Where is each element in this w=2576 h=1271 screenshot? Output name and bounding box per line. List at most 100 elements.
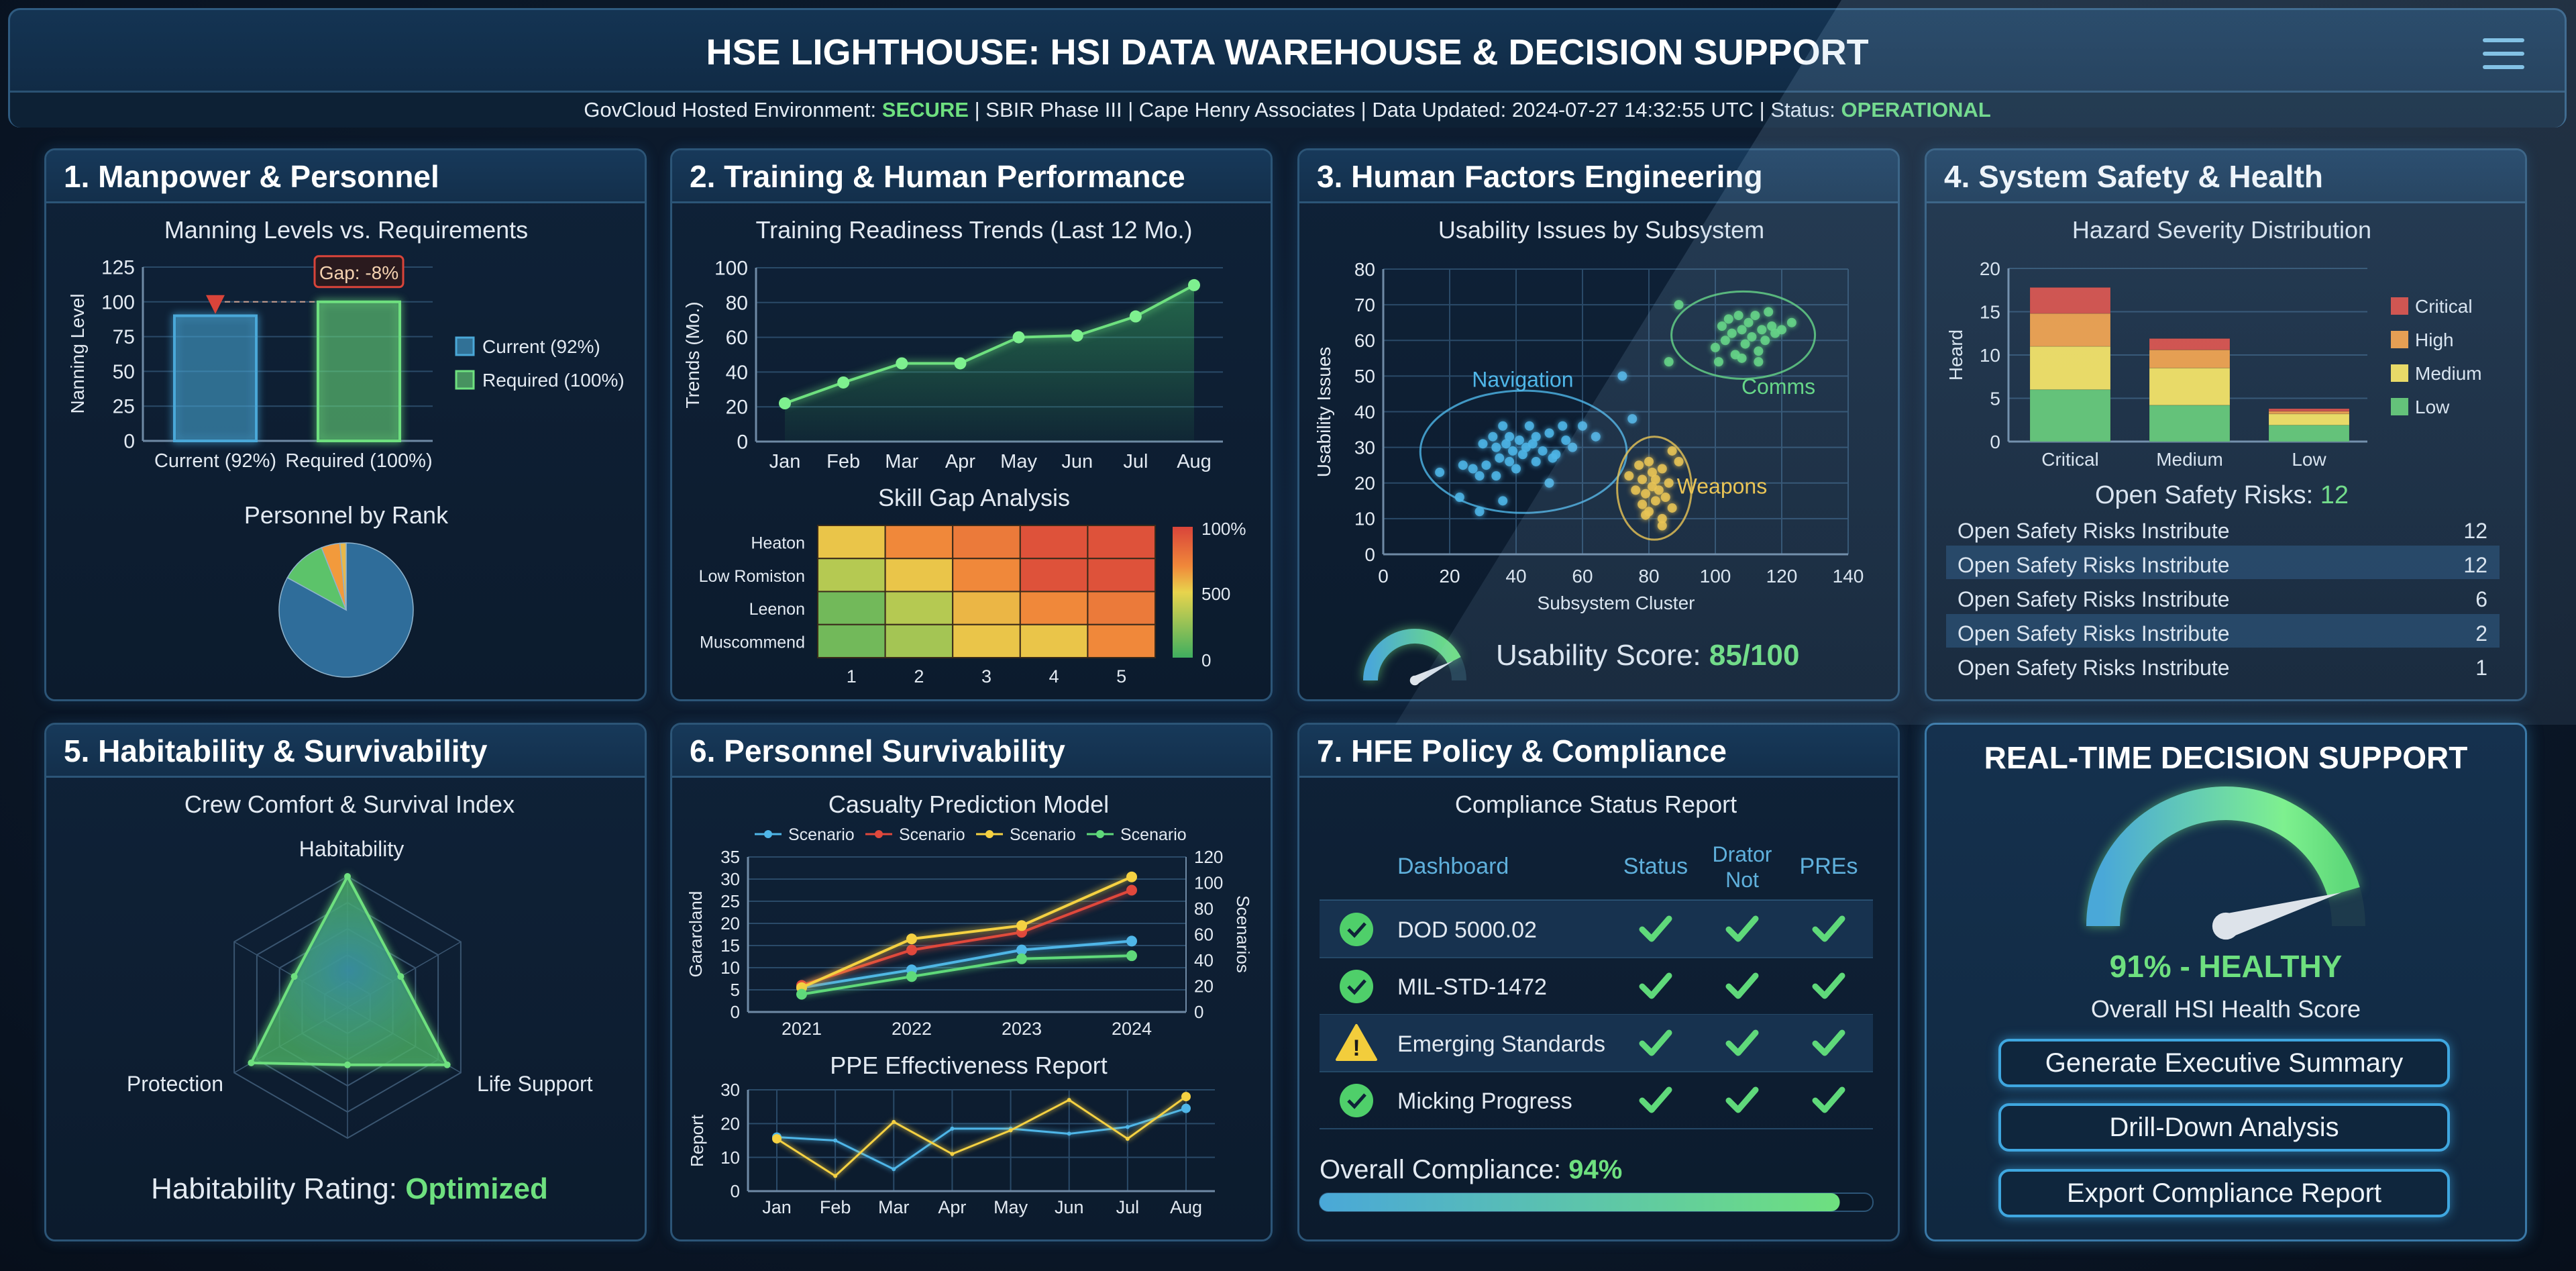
x-tick-label: May (1000, 451, 1037, 472)
chart-title: Casualty Prediction Model (828, 791, 1109, 818)
y-right-tick-label: 60 (1194, 925, 1214, 945)
x-tick-label: Jan (769, 451, 801, 472)
stacked-bar-segment (2029, 346, 2111, 391)
data-point (1129, 310, 1142, 323)
scatter-point (1517, 450, 1527, 460)
scatter-point (1747, 332, 1757, 342)
data-point (1016, 920, 1027, 931)
export-compliance-report-button[interactable]: Export Compliance Report (1998, 1169, 2450, 1217)
y-tick-label: 0 (1990, 431, 2000, 452)
safety-charts: Hazard Severity Distribution Open Safety… (1945, 216, 2500, 680)
scatter-point (1657, 513, 1667, 523)
y-tick-label: 75 (113, 326, 135, 348)
y-right-tick-label: 20 (1194, 976, 1214, 997)
scatter-point (1754, 357, 1764, 367)
usability-score-value: 85/100 (1709, 639, 1800, 672)
habitability-charts: Crew Comfort & Survival Index Habitabili… (127, 791, 593, 1205)
scatter-point (1498, 421, 1508, 431)
survivability-charts: Casualty Prediction Model PPE Effectiven… (686, 791, 1253, 1217)
heatmap-cell (817, 558, 886, 593)
risk-value: 6 (2475, 587, 2487, 611)
panel-compliance: 7. HFE Policy & Compliance Compliance St… (1297, 723, 1900, 1241)
drill-down-analysis-button[interactable]: Drill-Down Analysis (1998, 1103, 2450, 1152)
risk-label: Open Safety Risks Instribute (1957, 587, 2230, 611)
scatter-point (1551, 450, 1561, 460)
generate-executive-summary-button[interactable]: Generate Executive Summary (1998, 1039, 2450, 1087)
y-tick-label: 10 (1354, 509, 1375, 529)
scatter-point (1740, 339, 1750, 349)
area-fill (785, 285, 1194, 442)
series-line (801, 875, 1132, 989)
usability-gauge-fill (1363, 629, 1461, 681)
heatmap-cell (1019, 558, 1089, 593)
gap-annotation: Gap: -8% (319, 262, 398, 283)
radar-point (248, 1059, 255, 1066)
x-tick-label: May (994, 1197, 1028, 1217)
data-point (1067, 1131, 1071, 1136)
scatter-point (1531, 431, 1541, 442)
radar-point (344, 1061, 351, 1068)
legend-swatch (2391, 364, 2408, 382)
column-label: 1 (847, 666, 857, 687)
usability-gauge-needle-hub (1409, 675, 1420, 686)
row-label: Emerging Standards (1397, 1031, 1605, 1057)
series-line (801, 888, 1132, 987)
legend-marker (985, 830, 994, 838)
app-header: HSE LIGHTHOUSE: HSI DATA WAREHOUSE & DEC… (8, 8, 2567, 128)
scatter-point (1501, 439, 1511, 449)
risk-value: 12 (2463, 519, 2487, 543)
system-status: OPERATIONAL (1841, 98, 1991, 121)
colorbar (1173, 527, 1193, 658)
scatter-point (1641, 489, 1651, 499)
legend-label: Scenario (899, 825, 965, 844)
heatmap-cell (1087, 525, 1157, 560)
scatter-point (1617, 371, 1627, 381)
y-tick-label: 0 (737, 431, 748, 454)
heatmap-cell (1087, 623, 1157, 658)
y-tick-label: 50 (1354, 366, 1375, 387)
table-title: Compliance Status Report (1455, 791, 1737, 818)
column-header-pres: PREs (1800, 854, 1858, 879)
y-tick-label: 0 (1364, 544, 1375, 565)
scatter-point (1664, 478, 1674, 488)
legend-label: Scenario (1120, 825, 1187, 844)
legend-label: Critical (2415, 296, 2473, 317)
legend-marker (875, 830, 883, 838)
x-tick-label: Mar (885, 451, 918, 472)
y-tick-label: 5 (1990, 388, 2000, 409)
y-right-tick-label: 120 (1194, 847, 1223, 867)
legend-label: Current (92%) (482, 336, 600, 357)
y-tick-label: 100 (714, 258, 748, 280)
hamburger-menu-icon[interactable] (2483, 38, 2524, 72)
scatter-point (1743, 317, 1754, 327)
radar-axis-label: Life Support (477, 1072, 593, 1096)
y-axis-label: Trends (Mo.) (682, 301, 703, 408)
legend-label: Low (2415, 397, 2450, 417)
radar-axis-label: Habitability (299, 837, 405, 861)
y-tick-label: 20 (1980, 258, 2000, 279)
cluster-ellipse (1616, 436, 1693, 541)
chart-title: Training Readiness Trends (Last 12 Mo.) (756, 216, 1193, 244)
row-highlight (1946, 546, 2500, 579)
panel-manpower: 1. Manpower & Personnel Manning Levels v… (44, 148, 647, 701)
y-tick-label: 0 (123, 431, 135, 453)
y-tick-label: 80 (1354, 259, 1375, 280)
health-gauge: 91% - HEALTHY Overall HSI Health Score (2086, 786, 2365, 1023)
drator-not-check-icon (1725, 1086, 1759, 1113)
colorbar-label: 100% (1201, 519, 1246, 539)
y-tick-label: 40 (1354, 401, 1375, 422)
status-check-icon (1639, 972, 1672, 999)
radar-point (290, 973, 298, 980)
x-tick-label: 140 (1833, 566, 1864, 587)
stacked-bar-segment (2268, 411, 2350, 415)
overall-compliance-label: Overall Compliance: (1320, 1155, 1568, 1184)
y-tick-label: 10 (720, 1148, 740, 1168)
scatter-point (1627, 414, 1638, 424)
heatmap-cell (1087, 591, 1157, 625)
scatter-point (1478, 439, 1488, 449)
data-point (1067, 1098, 1071, 1103)
series-line (776, 1095, 1187, 1178)
column-header-not: Not (1725, 868, 1759, 892)
row-label: Low Romiston (699, 567, 805, 586)
scatter-point (1717, 321, 1727, 331)
